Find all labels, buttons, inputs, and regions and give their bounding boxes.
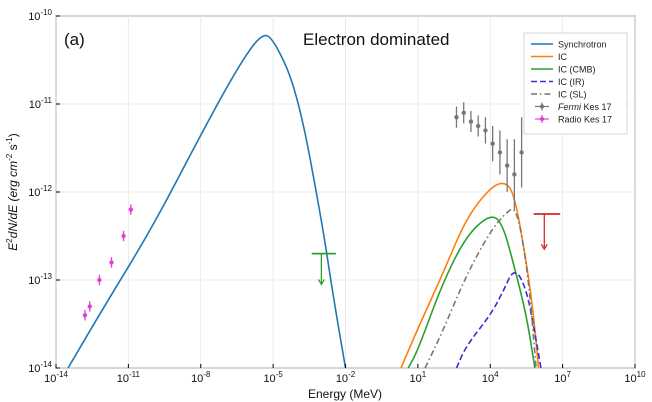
y-axis-label: E2dN/dE (erg cm-2 s-1)	[5, 133, 20, 250]
legend-label: IC (SL)	[558, 90, 587, 100]
data-point	[475, 123, 481, 129]
legend-label: Fermi Kes 17	[558, 102, 612, 112]
data-point	[519, 150, 524, 155]
legend-marker	[539, 116, 545, 122]
series-line	[67, 34, 347, 369]
data-point	[504, 163, 510, 168]
series-line	[407, 216, 536, 369]
x-tick-label: 10-8	[191, 370, 211, 385]
x-tick-label: 107	[554, 370, 571, 385]
y-tick-label: 10-14	[28, 360, 52, 375]
y-tick-label: 10-10	[28, 8, 52, 23]
data-point	[483, 128, 488, 133]
series-line	[424, 208, 537, 369]
data-point	[454, 115, 459, 120]
x-tick-label: 104	[482, 370, 499, 385]
upper-limit-arrowhead	[540, 243, 548, 251]
data-point	[497, 150, 503, 155]
data-point	[82, 313, 88, 318]
chart-title: Electron dominated	[303, 30, 449, 49]
panel-label: (a)	[64, 30, 85, 49]
data-point	[128, 207, 133, 212]
y-tick-label: 10-13	[28, 272, 52, 287]
legend-label: IC (CMB)	[558, 65, 596, 75]
upper-limit-arrowhead	[317, 279, 325, 286]
x-tick-label: 10-2	[336, 370, 356, 385]
data-point	[512, 172, 517, 177]
data-point	[490, 141, 495, 146]
x-axis-label: Energy (MeV)	[308, 387, 382, 401]
data-point	[468, 119, 474, 124]
data-point	[109, 260, 114, 265]
data-point	[87, 304, 92, 309]
legend: Synchrotron IC IC (CMB) IC (IR) IC (SL) Fermi…	[523, 32, 628, 135]
axes: 10-14 10-11 10-8 10-5 10-2 101 104 107 1010 10-10…	[28, 8, 646, 385]
data-point	[121, 233, 126, 239]
legend-label: Radio Kes 17	[558, 115, 612, 125]
legend-label: IC	[558, 52, 568, 62]
y-tick-label: 10-11	[29, 96, 53, 111]
x-tick-label: 10-14	[44, 370, 68, 385]
data-point	[97, 277, 102, 283]
y-tick-label: 10-12	[28, 184, 52, 199]
legend-items: Synchrotron IC IC (CMB) IC (IR) IC (SL) Fermi…	[531, 40, 612, 125]
data-series	[67, 34, 561, 369]
legend-marker	[539, 104, 545, 109]
legend-label: Synchrotron	[558, 40, 607, 50]
legend-label: IC (IR)	[558, 77, 585, 87]
data-point	[461, 110, 466, 116]
x-tick-label: 10-5	[263, 370, 283, 385]
x-tick-label: 1010	[624, 370, 646, 385]
x-tick-label: 101	[410, 370, 427, 385]
x-tick-label: 10-11	[117, 370, 141, 385]
